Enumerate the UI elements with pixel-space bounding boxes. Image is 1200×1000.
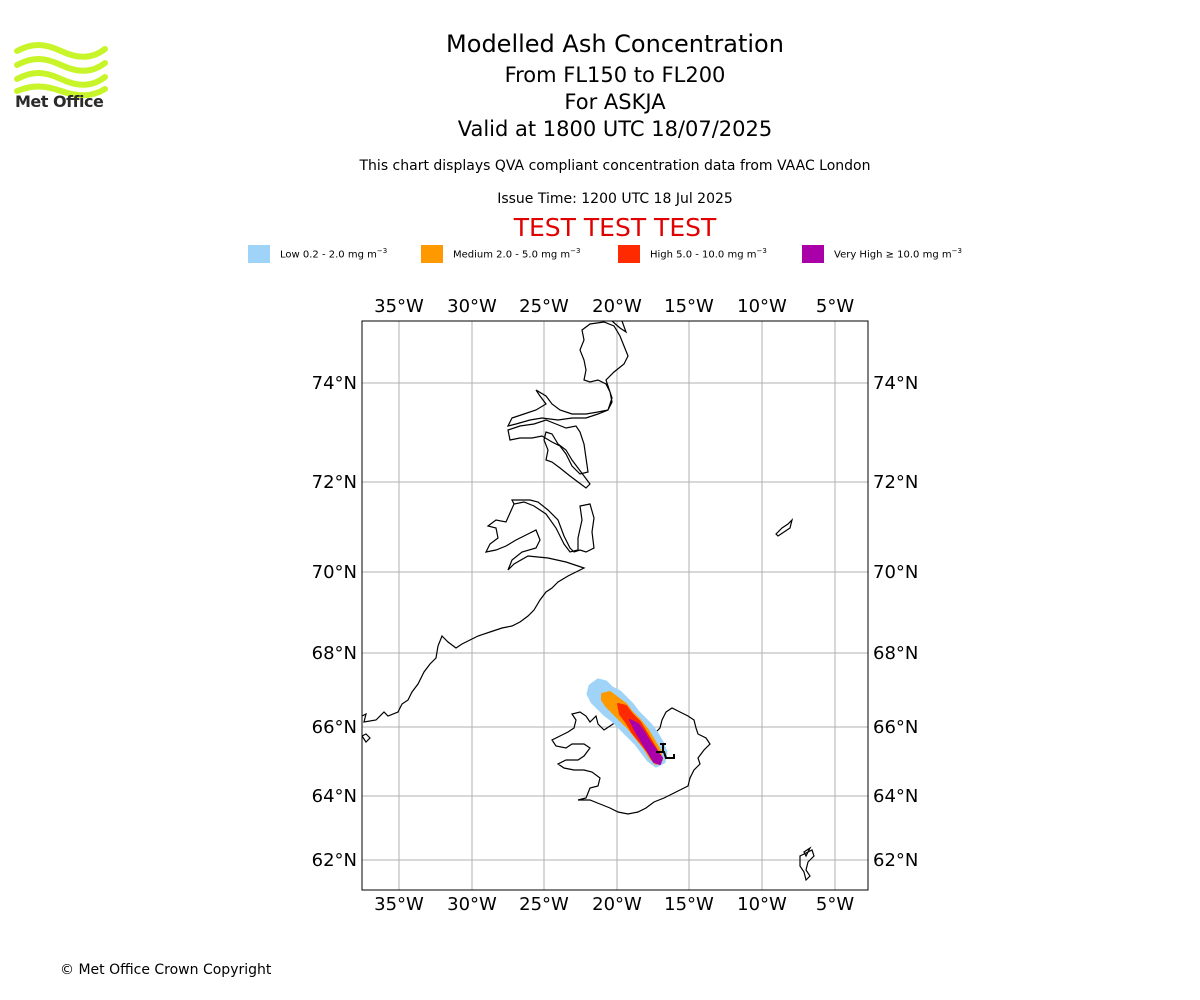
greenland-fjords-2 bbox=[507, 419, 589, 475]
graticule bbox=[362, 321, 868, 890]
legend-label-low: Low 0.2 - 2.0 mg m−3 bbox=[280, 247, 388, 261]
lat-label-left: 72°N bbox=[312, 472, 357, 493]
lon-label-bottom: 15°W bbox=[664, 894, 714, 915]
lat-label-left: 62°N bbox=[312, 850, 357, 871]
greenland-fjords bbox=[543, 431, 591, 489]
lat-label-left: 68°N bbox=[312, 643, 357, 664]
lat-label-right: 64°N bbox=[873, 786, 918, 807]
legend-label-medium: Medium 2.0 - 5.0 mg m−3 bbox=[453, 247, 581, 261]
lat-label-right: 68°N bbox=[873, 643, 918, 664]
test-banner: TEST TEST TEST bbox=[513, 213, 717, 242]
legend-label-very-high: Very High ≥ 10.0 mg m−3 bbox=[834, 247, 962, 261]
legend-label-high: High 5.0 - 10.0 mg m−3 bbox=[650, 247, 767, 261]
volcano-name: For ASKJA bbox=[564, 90, 666, 114]
greenland-fjords-3 bbox=[506, 321, 629, 427]
jan-mayen bbox=[775, 518, 794, 537]
lon-label-bottom: 30°W bbox=[447, 894, 497, 915]
lon-label-top: 20°W bbox=[592, 296, 642, 317]
map-frame bbox=[361, 320, 869, 891]
lon-label-bottom: 10°W bbox=[737, 894, 787, 915]
ash-plume bbox=[586, 678, 668, 768]
lon-label-top: 25°W bbox=[519, 296, 569, 317]
lat-label-left: 74°N bbox=[312, 373, 357, 394]
lat-label-right: 62°N bbox=[873, 850, 918, 871]
issue-time: Issue Time: 1200 UTC 18 Jul 2025 bbox=[497, 191, 733, 207]
legend-swatch-medium bbox=[421, 245, 443, 263]
greenland-coast bbox=[362, 499, 595, 723]
flight-levels: From FL150 to FL200 bbox=[504, 63, 726, 87]
legend-swatch-high bbox=[618, 245, 640, 263]
lat-label-left: 66°N bbox=[312, 717, 357, 738]
lat-label-right: 74°N bbox=[873, 373, 918, 394]
lon-label-top: 10°W bbox=[737, 296, 787, 317]
greenland-south-shore bbox=[362, 733, 371, 743]
legend-swatch-very-high bbox=[802, 245, 824, 263]
lon-label-top: 15°W bbox=[664, 296, 714, 317]
lon-label-top: 35°W bbox=[374, 296, 424, 317]
valid-time: Valid at 1800 UTC 18/07/2025 bbox=[457, 117, 773, 141]
lon-label-top: 5°W bbox=[816, 296, 854, 317]
lat-label-right: 70°N bbox=[873, 562, 918, 583]
volcano-icon bbox=[656, 743, 675, 759]
copyright-notice: © Met Office Crown Copyright bbox=[60, 962, 272, 978]
faroe-islands bbox=[799, 846, 815, 882]
met-office-logo-icon bbox=[14, 42, 108, 99]
lat-label-left: 70°N bbox=[312, 562, 357, 583]
lon-label-bottom: 20°W bbox=[592, 894, 642, 915]
chart-title: Modelled Ash Concentration bbox=[446, 30, 784, 58]
compliance-note: This chart displays QVA compliant concen… bbox=[359, 158, 871, 174]
lon-label-top: 30°W bbox=[447, 296, 497, 317]
lat-label-left: 64°N bbox=[312, 786, 357, 807]
lat-label-right: 72°N bbox=[873, 472, 918, 493]
brand-name: Met Office bbox=[15, 92, 104, 111]
lon-label-bottom: 5°W bbox=[816, 894, 854, 915]
lon-label-bottom: 35°W bbox=[374, 894, 424, 915]
ash-very-high bbox=[629, 719, 663, 765]
greenland-north bbox=[611, 321, 628, 334]
coastlines bbox=[362, 321, 815, 882]
lon-label-bottom: 25°W bbox=[519, 894, 569, 915]
legend-swatch-low bbox=[248, 245, 270, 263]
lat-label-right: 66°N bbox=[873, 717, 918, 738]
